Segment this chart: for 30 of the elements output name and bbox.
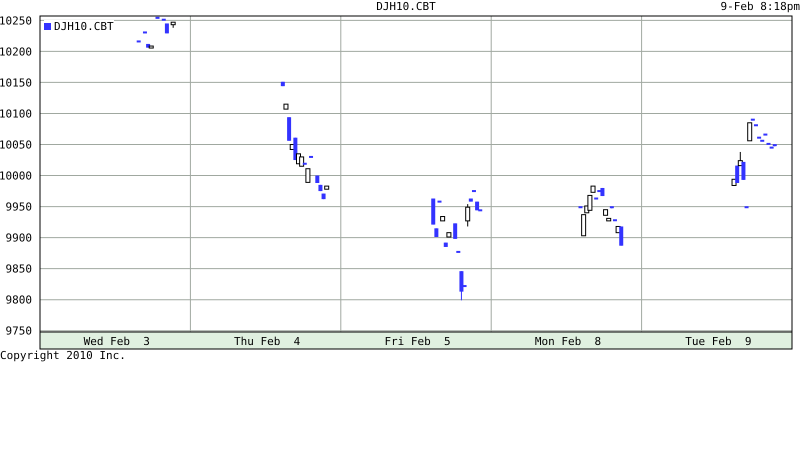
y-tick-label: 10100 xyxy=(0,107,32,120)
x-tick-label: Wed Feb 3 xyxy=(84,335,150,348)
candlestick xyxy=(287,116,292,142)
candlestick xyxy=(465,204,470,227)
text: Copyright 2010 Inc. xyxy=(0,349,126,362)
candlestick xyxy=(735,165,740,184)
legend-label: DJH10.CBT xyxy=(54,20,114,33)
x-tick-label: Mon Feb 8 xyxy=(534,335,602,348)
y-tick-label: 10050 xyxy=(0,138,32,152)
y-tick-label: 10000 xyxy=(0,169,32,182)
y-tick-label: 9900 xyxy=(6,232,32,245)
candlestick xyxy=(741,161,746,180)
candlestick xyxy=(459,270,464,301)
candlestick xyxy=(747,122,752,142)
y-tick-label: 10200 xyxy=(0,45,32,58)
chart-subtitle: 9-Feb 8:18pm xyxy=(720,0,800,13)
x-tick-label: Thu Feb 4 xyxy=(234,335,301,348)
candlestick xyxy=(587,194,592,211)
x-tick-label: Fri Feb 5 xyxy=(384,335,451,348)
y-tick-label: 9800 xyxy=(6,294,32,307)
y-tick-label: 9950 xyxy=(6,200,32,214)
y-tick-label: 9850 xyxy=(6,262,32,276)
y-tick-label: 10150 xyxy=(0,76,32,90)
x-tick-label: Tue Feb 9 xyxy=(685,335,752,348)
y-tick-label: 10250 xyxy=(0,14,32,28)
y-tick-label: 9750 xyxy=(6,324,32,338)
candlestick xyxy=(305,168,310,183)
candlestick xyxy=(293,137,298,161)
chart-title: DJH10.CBT xyxy=(376,0,436,13)
candlestick xyxy=(453,222,458,240)
